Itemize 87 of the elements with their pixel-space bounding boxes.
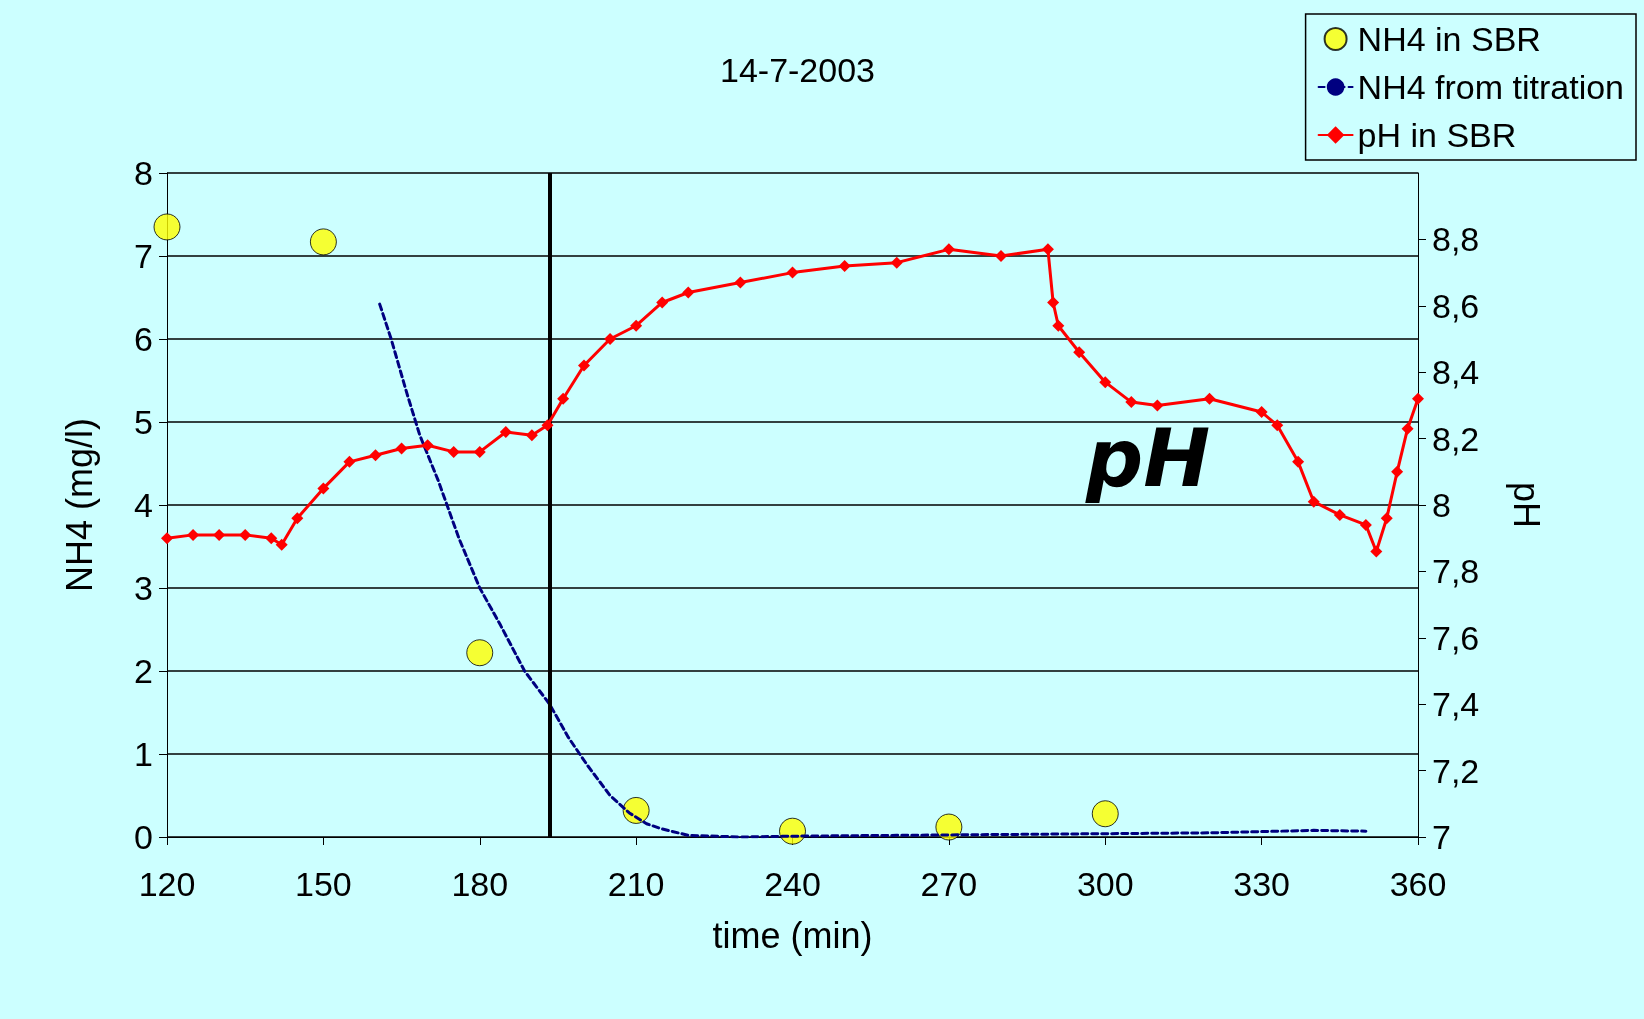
point	[1047, 296, 1060, 309]
point	[466, 639, 494, 667]
point	[291, 512, 304, 525]
point	[239, 528, 252, 541]
point	[1125, 396, 1138, 409]
y-axis-title: NH4 (mg/l)	[58, 417, 100, 593]
point	[265, 532, 278, 545]
point	[161, 532, 173, 545]
y-tick-label: 3	[134, 569, 153, 607]
point	[395, 442, 408, 455]
x-tick-label: 240	[764, 865, 821, 903]
x-tick-label: 330	[1233, 865, 1290, 903]
y2-tick-label: 7	[1432, 818, 1451, 856]
x-tick-label: 150	[295, 865, 352, 903]
point	[838, 259, 851, 272]
x-tick-label: 120	[138, 865, 196, 903]
point	[275, 538, 288, 551]
point	[1401, 422, 1414, 435]
point	[499, 425, 512, 438]
point	[995, 250, 1007, 262]
point	[1099, 376, 1112, 389]
x-tick-label: 270	[920, 865, 978, 903]
y2-tick-label: 7,6	[1432, 618, 1480, 657]
point	[1091, 800, 1119, 828]
point	[557, 392, 570, 405]
point	[541, 419, 554, 432]
point	[1151, 399, 1164, 412]
point	[525, 429, 538, 442]
chart-title: 14-7-2003	[719, 51, 876, 89]
x-tick-label: 180	[451, 865, 509, 903]
point	[309, 228, 337, 256]
y2-tick-label: 8,4	[1432, 353, 1480, 392]
point	[1073, 346, 1086, 359]
x-tick-label: 300	[1076, 865, 1134, 903]
point	[1203, 392, 1216, 405]
point	[682, 286, 695, 299]
point	[1307, 495, 1320, 508]
legend-label: pH in SBR	[1357, 116, 1517, 154]
y-tick-label: 6	[134, 320, 153, 358]
point	[1052, 319, 1065, 332]
x-tick-label: 360	[1389, 865, 1447, 903]
point	[942, 243, 955, 256]
legend-label: NH4 in SBR	[1357, 20, 1541, 58]
y2-tick-label: 7,2	[1432, 751, 1480, 790]
point	[1370, 545, 1383, 558]
y2-tick-label: 7,4	[1432, 685, 1480, 724]
point	[1359, 518, 1372, 531]
point	[1271, 419, 1284, 432]
point	[447, 445, 460, 458]
y-tick-label: 8	[134, 154, 153, 192]
y-tick-label: 4	[134, 486, 153, 524]
point	[343, 455, 356, 468]
y-tick-label: 0	[134, 818, 153, 856]
y-tick-label: 2	[134, 652, 153, 690]
line-series	[378, 302, 1368, 839]
legend-label: NH4 from titration	[1357, 68, 1624, 106]
y2-tick-label: 8,6	[1432, 286, 1480, 325]
point	[1391, 465, 1404, 478]
point	[1255, 406, 1268, 419]
y2-tick-label: 7,8	[1432, 552, 1480, 591]
y2-tick-label: 8,2	[1432, 419, 1480, 458]
y2-axis-title: pH	[1505, 481, 1547, 529]
point	[604, 333, 617, 345]
y-tick-label: 5	[134, 403, 153, 441]
annotation: pH	[1084, 411, 1211, 505]
point	[656, 296, 669, 309]
point	[153, 213, 181, 241]
point	[734, 276, 747, 289]
point	[935, 813, 963, 841]
point	[786, 266, 799, 279]
y-tick-label: 1	[134, 735, 153, 773]
point	[630, 319, 643, 332]
x-axis-title: time (min)	[712, 914, 873, 956]
x-tick-label: 210	[607, 865, 665, 903]
point	[317, 482, 330, 495]
y-tick-label: 7	[134, 237, 153, 275]
point	[369, 449, 382, 462]
point	[890, 256, 903, 269]
point	[1292, 455, 1305, 468]
point	[1412, 392, 1424, 405]
y2-tick-label: 8	[1432, 486, 1451, 524]
point	[1041, 243, 1054, 256]
point	[1333, 508, 1346, 521]
point	[421, 439, 434, 452]
point	[1380, 512, 1393, 525]
y2-tick-label: 8,8	[1432, 220, 1480, 259]
point	[578, 359, 590, 372]
